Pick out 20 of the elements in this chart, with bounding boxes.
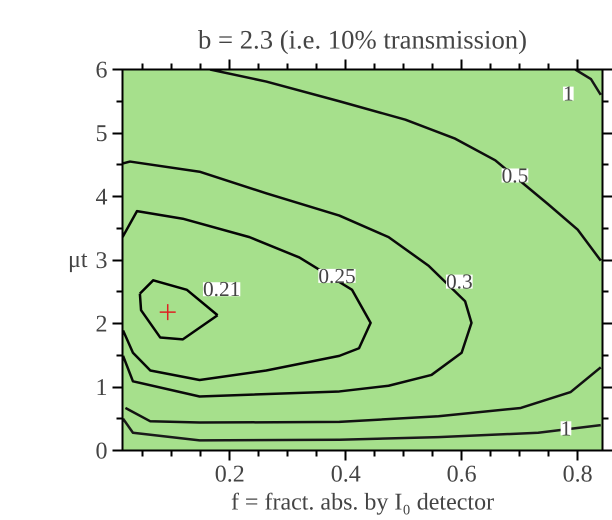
x-tick-label: 0.2 — [214, 462, 245, 488]
chart-title: b = 2.3 (i.e. 10% transmission) — [198, 24, 527, 54]
y-tick-label: 4 — [96, 184, 108, 210]
annotation: 0.5 — [502, 164, 528, 188]
x-tick-label: 0.4 — [330, 462, 361, 488]
annotation: 0.25 — [318, 264, 356, 288]
annotation: 0.21 — [202, 277, 240, 302]
x-tick-label: 0.8 — [562, 462, 593, 488]
annotation: 1 — [560, 416, 572, 440]
x-tick-label: 0.6 — [446, 462, 477, 488]
y-tick-label: 0 — [96, 438, 108, 464]
y-tick-label: 3 — [96, 248, 108, 274]
y-tick-label: 5 — [96, 121, 108, 147]
y-tick-label: 2 — [96, 312, 108, 338]
annotation: 0.3 — [446, 270, 473, 294]
annotation: 1 — [562, 82, 574, 106]
x-axis-title: f = fract. abs. by I₀ detector — [230, 490, 494, 516]
y-axis-title: μt — [68, 247, 88, 273]
y-tick-label: 1 — [96, 375, 108, 401]
y-tick-label: 6 — [96, 58, 108, 84]
